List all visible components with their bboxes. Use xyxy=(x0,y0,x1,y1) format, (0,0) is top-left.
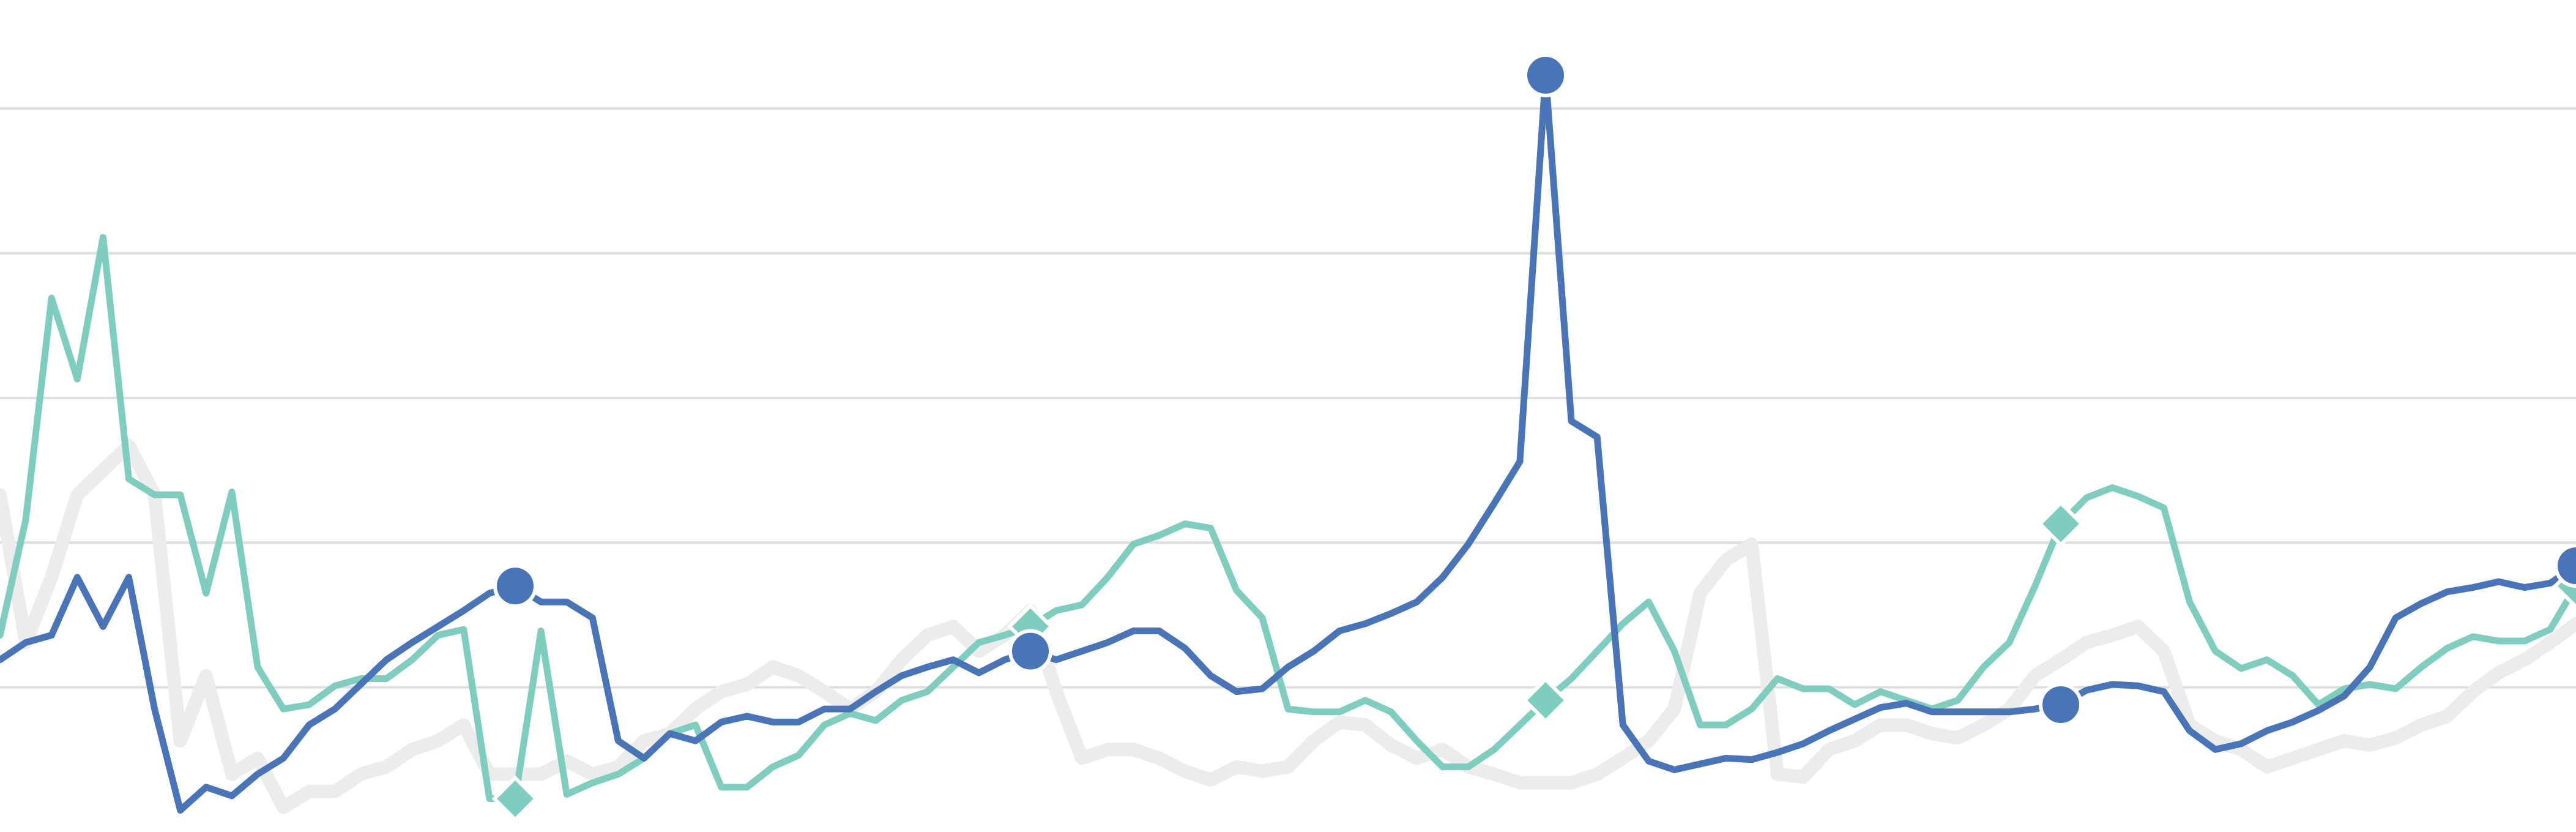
series-line xyxy=(0,234,2576,803)
marker-diamond xyxy=(2037,500,2085,547)
marker-circle xyxy=(493,564,537,609)
marker-circle xyxy=(1524,53,1568,97)
series-line xyxy=(0,439,2576,814)
marker-circle xyxy=(2554,544,2576,588)
marker-diamond xyxy=(491,775,539,822)
marker-circle xyxy=(1008,629,1052,673)
marker-circle xyxy=(2039,683,2083,727)
series-line xyxy=(0,72,2576,814)
marker-diamond xyxy=(1522,676,1569,724)
